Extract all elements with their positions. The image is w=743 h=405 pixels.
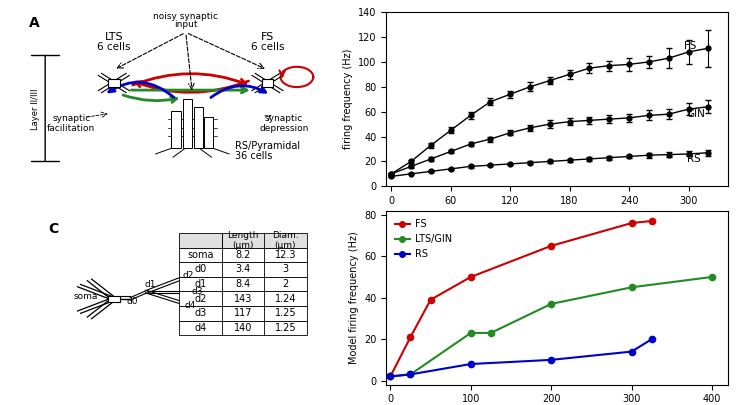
Text: 3.4: 3.4 <box>236 264 250 275</box>
Text: 1.25: 1.25 <box>275 323 296 333</box>
Text: 1.24: 1.24 <box>275 294 296 304</box>
Text: 6 cells: 6 cells <box>97 42 131 51</box>
Y-axis label: firing frequency (Hz): firing frequency (Hz) <box>343 49 353 149</box>
Text: 8.2: 8.2 <box>236 250 250 260</box>
Text: d0: d0 <box>195 264 207 275</box>
Text: d2: d2 <box>194 294 207 304</box>
Text: Diam.
(μm): Diam. (μm) <box>272 230 299 250</box>
Text: 117: 117 <box>234 308 252 318</box>
Text: d1: d1 <box>144 280 155 289</box>
Bar <box>108 296 120 302</box>
Bar <box>179 247 307 262</box>
Text: soma: soma <box>187 250 214 260</box>
Bar <box>179 292 307 306</box>
Text: LTS: LTS <box>105 32 123 43</box>
Text: d2: d2 <box>182 271 194 280</box>
Y-axis label: Model firing frequency (Hz): Model firing frequency (Hz) <box>348 231 359 364</box>
Text: GIN: GIN <box>687 109 705 119</box>
Bar <box>262 79 273 87</box>
Text: A: A <box>29 16 39 30</box>
Bar <box>179 321 307 335</box>
Text: 12.3: 12.3 <box>275 250 296 260</box>
Text: Length
(μm): Length (μm) <box>227 230 259 250</box>
Text: FS: FS <box>261 32 274 43</box>
Text: d4: d4 <box>195 323 207 333</box>
Text: 3: 3 <box>282 264 288 275</box>
Text: input: input <box>174 20 198 30</box>
Text: RS: RS <box>687 154 701 164</box>
Text: 36 cells: 36 cells <box>235 151 272 161</box>
Text: FS: FS <box>684 41 696 51</box>
Text: d3: d3 <box>192 287 203 296</box>
Bar <box>179 233 221 247</box>
Text: d3: d3 <box>195 308 207 318</box>
Bar <box>179 277 307 292</box>
Text: noisy synaptic: noisy synaptic <box>153 12 218 21</box>
Text: d0: d0 <box>126 297 137 306</box>
Bar <box>172 111 181 148</box>
Bar <box>179 306 307 321</box>
Bar <box>183 99 192 148</box>
Text: C: C <box>48 222 59 236</box>
Bar <box>194 107 204 148</box>
Legend: FS, LTS/GIN, RS: FS, LTS/GIN, RS <box>392 215 455 263</box>
Text: 8.4: 8.4 <box>236 279 250 289</box>
Bar <box>108 79 120 87</box>
Text: 140: 140 <box>234 323 252 333</box>
Text: 6 cells: 6 cells <box>250 42 285 51</box>
Text: 1.25: 1.25 <box>275 308 296 318</box>
Text: RS/Pyramidal: RS/Pyramidal <box>235 141 300 151</box>
Bar <box>204 117 213 148</box>
Text: Layer II/III: Layer II/III <box>31 89 40 130</box>
Text: 2: 2 <box>282 279 288 289</box>
Text: synaptic
depression: synaptic depression <box>259 114 308 133</box>
Text: synaptic
facilitation: synaptic facilitation <box>48 114 95 133</box>
Text: 143: 143 <box>234 294 252 304</box>
Text: d1: d1 <box>195 279 207 289</box>
Bar <box>221 233 307 247</box>
Text: soma: soma <box>73 292 97 301</box>
Text: d4: d4 <box>185 301 196 310</box>
Text: B: B <box>339 0 349 4</box>
Bar <box>179 262 307 277</box>
X-axis label: current amplitude (+ threshold); (pA): current amplitude (+ threshold); (pA) <box>466 211 649 222</box>
